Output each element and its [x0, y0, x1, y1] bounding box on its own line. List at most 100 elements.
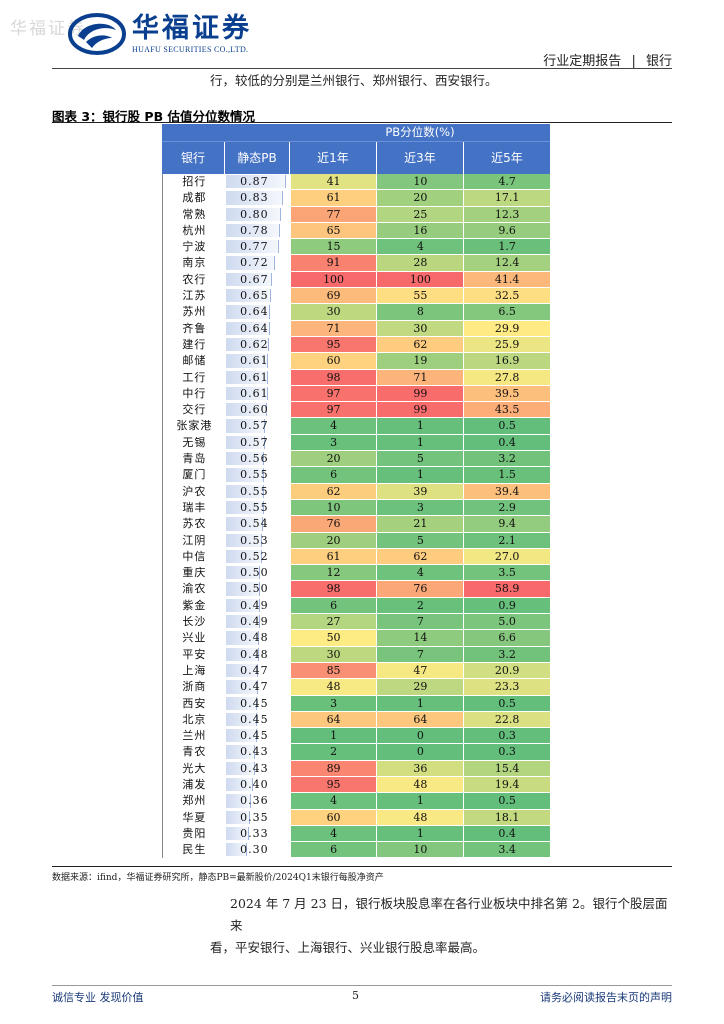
percentile-y3-cell: 5: [377, 532, 465, 549]
bank-name-cell: 宁波: [163, 239, 226, 256]
percentile-y3-cell: 16: [377, 222, 465, 240]
percentile-y5-cell: 5.0: [464, 614, 551, 631]
static-pb-value: 0.36: [240, 794, 269, 808]
percentile-y1-cell: 4: [290, 793, 378, 810]
percentile-y3-cell: 47: [377, 662, 465, 680]
percentile-y1-cell: 6: [290, 597, 378, 615]
pb-data-bar: [225, 826, 249, 841]
static-pb-cell: 0.72: [225, 255, 291, 272]
percentile-y1-cell: 20: [290, 532, 378, 549]
table-row: 兰州 0.45 1 0 0.3: [163, 728, 551, 745]
percentile-y3-cell: 1: [377, 695, 465, 712]
table-row: 青农 0.43 2 0 0.3: [163, 744, 551, 761]
static-pb-value: 0.61: [240, 354, 269, 368]
percentile-y3-cell: 39: [377, 483, 465, 500]
pb-data-bar: [225, 305, 270, 319]
percentile-y5-cell: 6.6: [464, 630, 551, 647]
percentile-y5-cell: 0.3: [464, 728, 551, 745]
table-row: 邮储 0.61 60 19 16.9: [163, 353, 551, 370]
table-row: 苏农 0.54 76 21 9.4: [163, 516, 551, 533]
percentile-y1-cell: 1: [290, 728, 378, 745]
percentile-y5-cell: 9.6: [464, 222, 551, 240]
table-row: 华夏 0.35 60 48 18.1: [163, 809, 551, 826]
table-row: 浙商 0.47 48 29 23.3: [163, 679, 551, 696]
percentile-y1-cell: 15: [290, 239, 378, 256]
static-pb-value: 0.67: [240, 272, 269, 286]
static-pb-cell: 0.47: [225, 663, 291, 680]
static-pb-value: 0.48: [240, 631, 269, 645]
static-pb-cell: 0.49: [225, 598, 291, 615]
percentile-y3-cell: 0: [377, 744, 465, 761]
percentile-y3-cell: 71: [377, 369, 465, 386]
pb-data-bar: [225, 663, 259, 678]
table-row: 沪农 0.55 62 39 39.4: [163, 483, 551, 500]
static-pb-value: 0.80: [240, 207, 269, 221]
percentile-y3-cell: 48: [377, 809, 465, 826]
percentile-y5-cell: 2.9: [464, 499, 551, 517]
percentile-y3-cell: 64: [377, 711, 465, 729]
static-pb-value: 0.83: [240, 191, 269, 205]
percentile-y1-cell: 64: [290, 711, 378, 729]
static-pb-value: 0.57: [240, 419, 269, 433]
bank-name-cell: 厦门: [163, 467, 226, 484]
percentile-y1-cell: 10: [290, 499, 378, 517]
static-pb-cell: 0.48: [225, 630, 291, 647]
percentile-y3-cell: 3: [377, 499, 465, 517]
static-pb-cell: 0.87: [225, 174, 291, 191]
static-pb-cell: 0.61: [225, 370, 291, 386]
static-pb-cell: 0.50: [225, 565, 291, 582]
percentile-y1-cell: 95: [290, 336, 378, 354]
percentile-y3-cell: 99: [377, 402, 465, 419]
percentile-y1-cell: 20: [290, 451, 378, 468]
table-row: 无锡 0.57 3 1 0.4: [163, 434, 551, 452]
static-pb-cell: 0.56: [225, 451, 291, 468]
percentile-y3-cell: 20: [377, 190, 465, 207]
pb-data-bar: [225, 647, 259, 661]
figure-title-divider: [52, 122, 672, 123]
percentile-y1-cell: 6: [290, 842, 378, 859]
percentile-y5-cell: 0.3: [464, 744, 551, 761]
bank-name-cell: 张家港: [163, 418, 226, 435]
bank-name-cell: 中信: [163, 549, 226, 566]
footer-slogan: 诚信专业 发现价值: [52, 991, 144, 1004]
bank-name-cell: 贵阳: [163, 826, 226, 843]
header-divider: [52, 68, 672, 69]
percentile-y5-cell: 39.4: [464, 483, 551, 500]
pb-data-bar: [225, 175, 286, 189]
percentile-y3-cell: 0: [377, 728, 465, 745]
bank-name-cell: 兴业: [163, 630, 226, 647]
table-row: 平安 0.48 30 7 3.2: [163, 646, 551, 663]
bank-name-cell: 常熟: [163, 207, 226, 223]
bank-name-cell: 紫金: [163, 598, 226, 615]
percentile-y5-cell: 27.0: [464, 548, 551, 566]
percentile-y5-cell: 6.5: [464, 304, 551, 321]
static-pb-value: 0.65: [240, 289, 269, 303]
percentile-y5-cell: 32.5: [464, 288, 551, 305]
bank-name-cell: 渝农: [163, 581, 226, 598]
static-pb-value: 0.45: [240, 712, 269, 726]
body-paragraph: 2024 年 7 月 23 日，银行板块股息率在各行业板块中排名第 2。银行个股…: [210, 893, 672, 959]
static-pb-value: 0.43: [240, 761, 269, 775]
page-number: 5: [352, 989, 359, 1002]
pb-data-bar: [225, 582, 261, 596]
table-row: 建行 0.62 95 62 25.9: [163, 336, 551, 354]
pb-data-bar: [225, 696, 257, 710]
logo-english-name: HUAFU SECURITIES CO.,LTD.: [132, 45, 249, 54]
static-pb-value: 0.60: [240, 403, 269, 417]
percentile-y1-cell: 27: [290, 614, 378, 631]
static-pb-cell: 0.54: [225, 516, 291, 533]
company-logo: 华福证券 HUAFU SECURITIES CO.,LTD.: [68, 12, 252, 56]
table-row: 渝农 0.50 98 76 58.9: [163, 581, 551, 598]
percentile-y3-cell: 62: [377, 336, 465, 354]
table-row: 招行 0.87 41 10 4.7: [163, 174, 551, 191]
table-row: 紫金 0.49 6 2 0.9: [163, 597, 551, 615]
percentile-y5-cell: 2.1: [464, 532, 551, 549]
percentile-y5-cell: 1.5: [464, 467, 551, 484]
pb-data-bar: [225, 386, 268, 401]
static-pb-value: 0.50: [240, 566, 269, 580]
percentile-y5-cell: 43.5: [464, 402, 551, 419]
static-pb-cell: 0.36: [225, 793, 291, 810]
pb-data-bar: [225, 337, 269, 352]
percentile-y5-cell: 0.4: [464, 825, 551, 843]
pb-data-bar: [225, 615, 260, 629]
